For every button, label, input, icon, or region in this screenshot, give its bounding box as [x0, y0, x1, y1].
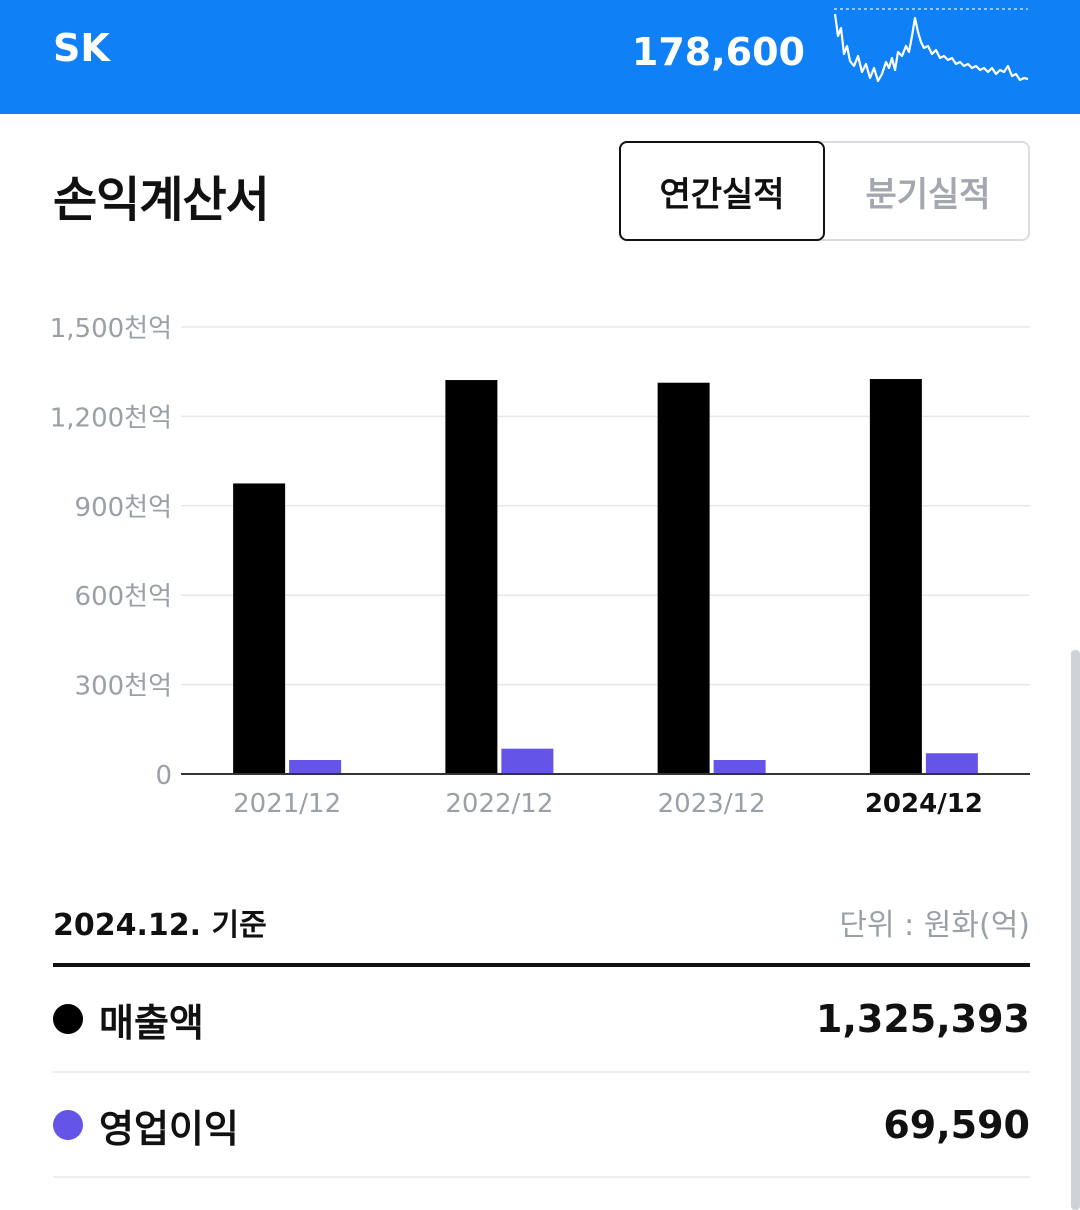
sparkline-line — [833, 13, 1029, 83]
x-tick-label: 2024/12 — [865, 789, 983, 819]
revenue-bar — [445, 380, 498, 774]
revenue-bar — [233, 483, 286, 774]
operating-profit-bar — [925, 753, 978, 774]
y-tick-label: 900천억 — [75, 493, 172, 523]
y-tick-label: 600천억 — [75, 582, 172, 612]
summary-row-revenue: 매출액 1,325,393 — [53, 967, 1030, 1071]
x-tick-label: 2021/12 — [233, 789, 341, 819]
basis-date: 2024.12. 기준 — [53, 908, 267, 943]
x-tick-label: 2022/12 — [445, 789, 553, 819]
y-tick-label: 300천억 — [75, 672, 172, 702]
tab-quarterly[interactable]: 분기실적 — [825, 141, 1031, 241]
x-tick-label: 2023/12 — [658, 789, 766, 819]
revenue-label: 매출액 — [99, 1000, 204, 1045]
period-toggle: 연간실적 분기실적 — [619, 141, 1030, 241]
stock-header[interactable]: SK 178,600 — [0, 0, 1080, 114]
tab-annual[interactable]: 연간실적 — [619, 141, 825, 241]
revenue-bar — [869, 379, 922, 774]
y-tick-label: 1,500천억 — [50, 314, 172, 344]
price-sparkline — [833, 8, 1029, 83]
operating-profit-value: 69,590 — [883, 1103, 1030, 1147]
operating-profit-legend-dot — [53, 1110, 83, 1140]
unit-label: 단위 : 원화(억) — [839, 908, 1030, 943]
operating-profit-label: 영업이익 — [99, 1106, 239, 1151]
operating-profit-bar — [501, 748, 554, 774]
operating-profit-bar — [289, 759, 342, 774]
y-tick-label: 0 — [155, 761, 172, 791]
table-top-rule — [53, 963, 1030, 967]
operating-profit-bar — [713, 759, 766, 774]
row-divider — [53, 1176, 1030, 1178]
stock-name: SK — [53, 26, 110, 70]
revenue-bar — [657, 382, 710, 774]
y-tick-label: 1,200천억 — [50, 403, 172, 433]
revenue-legend-dot — [53, 1004, 83, 1034]
stock-price: 178,600 — [631, 30, 805, 74]
page-scrollbar[interactable] — [1071, 650, 1080, 1210]
row-divider — [53, 1071, 1030, 1073]
summary-row-operating-profit: 영업이익 69,590 — [53, 1073, 1030, 1177]
revenue-value: 1,325,393 — [816, 997, 1030, 1041]
section-title: 손익계산서 — [53, 172, 270, 228]
income-bar-chart: 0 300천억 600천억 900천억 1,200천억 1,500천억 2021/12 202… — [50, 314, 1030, 819]
